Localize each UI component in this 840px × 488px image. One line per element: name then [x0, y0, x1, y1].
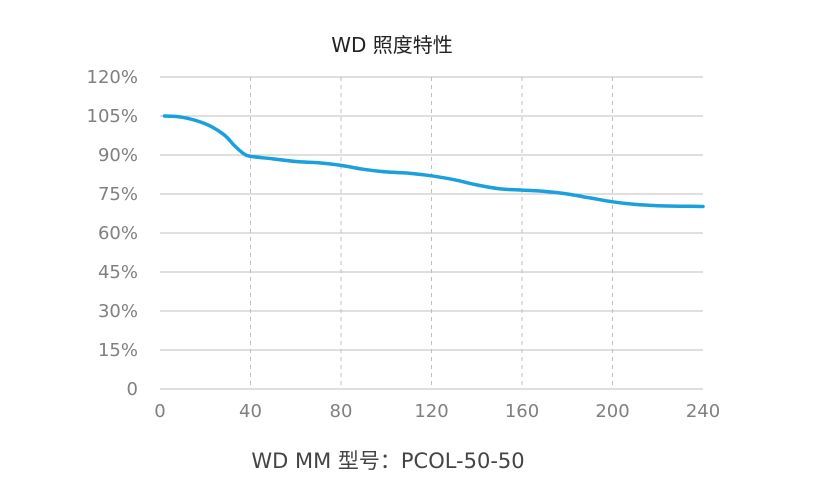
x-tick-label: 40 — [239, 401, 262, 422]
x-tick-label: 200 — [595, 401, 629, 422]
y-tick-label: 60% — [98, 223, 138, 244]
y-tick-label: 0 — [127, 379, 138, 400]
model-caption: WD MM 型号：PCOL-50-50 — [251, 449, 524, 473]
y-tick-label: 120% — [87, 67, 138, 88]
y-tick-label: 105% — [87, 106, 138, 127]
x-tick-label: 120 — [414, 401, 448, 422]
x-tick-label: 240 — [686, 401, 720, 422]
y-tick-label: 90% — [98, 145, 138, 166]
y-tick-label: 30% — [98, 301, 138, 322]
series-layer — [162, 114, 705, 209]
chart-title: WD 照度特性 — [331, 33, 453, 57]
grid — [160, 76, 703, 390]
x-tick-label: 80 — [330, 401, 353, 422]
series-line — [162, 114, 705, 209]
y-tick-label: 45% — [98, 262, 138, 283]
x-tick-label: 160 — [505, 401, 539, 422]
y-tick-label: 15% — [98, 340, 138, 361]
y-tick-label: 75% — [98, 184, 138, 205]
x-tick-label: 0 — [154, 401, 165, 422]
tick-labels: 0 15% 30% 45% 60% 75% 90% 105% 120% 0 40 80 120 160 20… — [87, 67, 721, 422]
